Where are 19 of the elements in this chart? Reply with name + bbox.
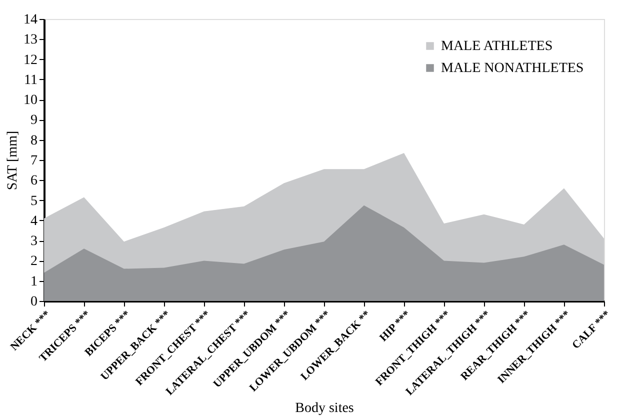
y-tick-label: 3 bbox=[30, 234, 38, 250]
y-tick-label: 11 bbox=[24, 72, 38, 88]
y-tick-label: 4 bbox=[30, 214, 38, 229]
legend-label: MALE NONATHLETES bbox=[441, 61, 584, 76]
y-tick-label: 5 bbox=[30, 194, 38, 209]
y-tick-label: 0 bbox=[30, 294, 38, 310]
y-tick-label: 6 bbox=[30, 174, 38, 189]
y-axis-title: SAT [mm] bbox=[6, 130, 20, 190]
y-tick-label: 2 bbox=[30, 254, 38, 270]
legend-label: MALE ATHLETES bbox=[441, 39, 553, 54]
y-tick-label: 7 bbox=[30, 154, 38, 168]
y-tick-label: 9 bbox=[30, 113, 38, 128]
y-tick-label: 1 bbox=[30, 274, 38, 290]
y-tick-label: 8 bbox=[30, 133, 38, 148]
y-tick-label: 13 bbox=[24, 32, 38, 48]
y-tick-label: 14 bbox=[24, 12, 38, 28]
y-tick-label: 12 bbox=[24, 52, 38, 68]
y-tick-label: 10 bbox=[24, 93, 38, 108]
x-axis-title: Body sites bbox=[295, 401, 354, 416]
